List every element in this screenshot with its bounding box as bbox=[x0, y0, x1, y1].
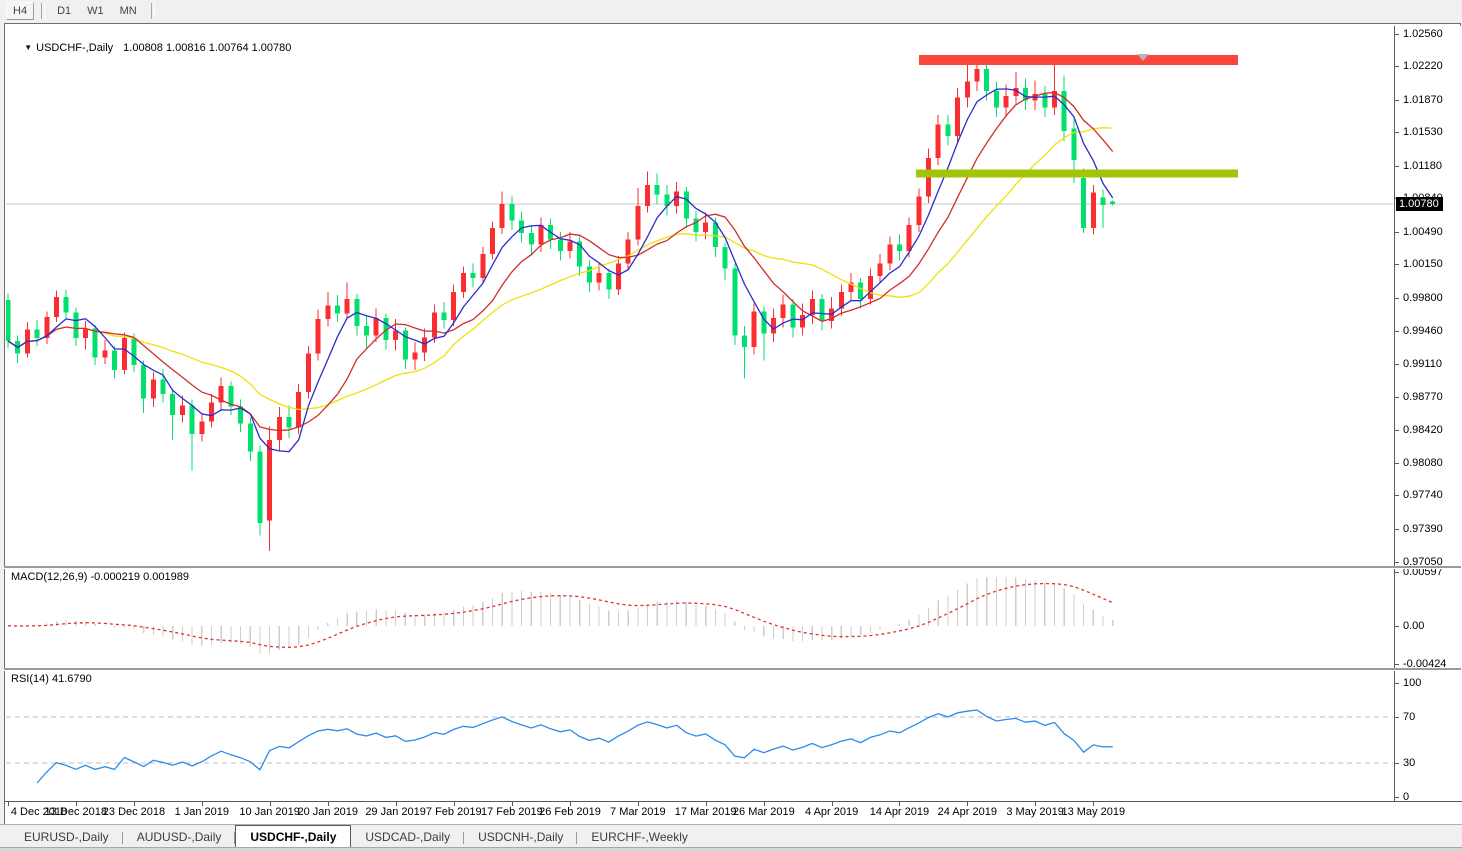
date-axis-label: 24 Apr 2019 bbox=[937, 806, 997, 818]
date-axis-label: 26 Feb 2019 bbox=[539, 806, 601, 818]
price-axis-label: 0.98420 bbox=[1403, 424, 1443, 437]
axis-tick-mark bbox=[1395, 330, 1399, 332]
price-axis-label: 1.00490 bbox=[1403, 225, 1443, 238]
timeframe-button-w1[interactable]: W1 bbox=[87, 5, 104, 17]
price-axis[interactable]: 1.025601.022201.018701.015301.011801.008… bbox=[1394, 26, 1462, 803]
date-axis-label: 20 Jan 2019 bbox=[297, 806, 359, 818]
date-axis-label: 13 May 2019 bbox=[1061, 806, 1126, 818]
rsi-axis-label: 30 bbox=[1403, 756, 1416, 769]
macd-label: MACD(12,26,9) -0.000219 0.001989 bbox=[11, 571, 189, 583]
rsi-axis-label: 100 bbox=[1403, 677, 1422, 689]
timeframe-button-d1[interactable]: D1 bbox=[57, 5, 72, 17]
axis-tick-mark bbox=[1395, 528, 1399, 530]
price-axis-label: 1.02560 bbox=[1403, 27, 1443, 40]
current-price-tag: 1.00780 bbox=[1396, 197, 1443, 212]
rsi-label: RSI(14) 41.6790 bbox=[11, 673, 92, 685]
date-axis-label: 29 Jan 2019 bbox=[365, 806, 426, 818]
toolbar-separator bbox=[41, 3, 46, 19]
date-axis-label: 17 Feb 2019 bbox=[480, 806, 543, 818]
axis-tick-mark bbox=[1395, 717, 1399, 719]
date-axis-label: 26 Mar 2019 bbox=[732, 806, 795, 818]
price-axis-label: 1.01180 bbox=[1403, 159, 1442, 172]
price-axis-label: 1.02220 bbox=[1403, 60, 1443, 73]
date-axis-label: 10 Jan 2019 bbox=[239, 806, 300, 818]
tab-usdcnh-daily[interactable]: USDCNH-,Daily bbox=[464, 827, 578, 847]
tab-eurusd-daily[interactable]: EURUSD-,Daily bbox=[10, 827, 123, 847]
chart-symbol-label: USDCHF-,Daily bbox=[36, 42, 114, 54]
bottom-scrollbar-strip[interactable] bbox=[0, 847, 1462, 852]
axis-tick-mark bbox=[1395, 797, 1399, 798]
pane-splitter[interactable] bbox=[4, 668, 1461, 671]
date-axis-label: 3 May 2019 bbox=[1006, 806, 1064, 818]
axis-tick-mark bbox=[1395, 33, 1399, 35]
price-axis-label: 1.01530 bbox=[1403, 126, 1443, 139]
price-axis-label: 1.01870 bbox=[1403, 93, 1443, 106]
date-axis[interactable]: 4 Dec 2018 13 Dec 2018 23 Dec 2018 1 Jan 20… bbox=[5, 801, 1462, 825]
price-axis-label: 0.99110 bbox=[1403, 358, 1442, 371]
price-axis-label: 0.98080 bbox=[1403, 456, 1443, 469]
date-axis-label: 7 Mar 2019 bbox=[610, 806, 666, 818]
date-axis-label: 4 Apr 2019 bbox=[805, 806, 859, 818]
axis-tick-mark bbox=[1395, 572, 1399, 573]
price-axis-label: 0.97740 bbox=[1403, 489, 1443, 502]
axis-tick-mark bbox=[1395, 430, 1399, 432]
axis-tick-mark bbox=[1395, 625, 1399, 627]
axis-tick-mark bbox=[1395, 683, 1399, 684]
axis-tick-mark bbox=[1395, 66, 1399, 68]
timeframe-toolbar: H4 D1 W1 MN bbox=[0, 0, 1462, 22]
axis-tick-mark bbox=[1395, 231, 1399, 233]
date-axis-label: 13 Dec 2018 bbox=[44, 806, 108, 818]
price-axis-label: 1.00150 bbox=[1403, 258, 1443, 271]
date-axis-label: 17 Mar 2019 bbox=[674, 806, 737, 818]
axis-tick-mark bbox=[1395, 99, 1399, 101]
axis-tick-mark bbox=[1395, 165, 1399, 167]
axis-tick-mark bbox=[1395, 396, 1399, 398]
macd-axis-label: 0.00 bbox=[1403, 619, 1425, 632]
axis-tick-mark bbox=[1395, 495, 1399, 497]
date-tick-mark bbox=[8, 802, 9, 806]
chart-ohlc-values: 1.00808 1.00816 1.00764 1.00780 bbox=[123, 42, 292, 54]
price-axis-label: 0.99800 bbox=[1403, 291, 1443, 304]
axis-tick-mark bbox=[1395, 462, 1399, 464]
toolbar-separator bbox=[150, 3, 155, 19]
date-axis-label: 7 Feb 2019 bbox=[425, 806, 482, 818]
macd-indicator-pane[interactable]: MACD(12,26,9) -0.000219 0.001989 bbox=[6, 568, 1393, 668]
timeframe-button-h4[interactable]: H4 bbox=[6, 2, 35, 20]
chevron-down-icon[interactable]: ▼ bbox=[24, 43, 33, 52]
date-axis-label: 14 Apr 2019 bbox=[869, 806, 930, 818]
axis-tick-mark bbox=[1395, 364, 1399, 366]
rsi-indicator-pane[interactable]: RSI(14) 41.6790 bbox=[6, 670, 1393, 801]
date-axis-label: 23 Dec 2018 bbox=[102, 806, 166, 818]
axis-tick-mark bbox=[1395, 561, 1399, 563]
chart-title: ▼ USDCHF-,Daily 1.00808 1.00816 1.00764 1.… bbox=[12, 30, 291, 66]
tab-usdchf-daily[interactable]: USDCHF-,Daily bbox=[235, 825, 352, 847]
rsi-axis-label: 70 bbox=[1403, 711, 1416, 724]
tab-audusd-daily[interactable]: AUDUSD-,Daily bbox=[123, 827, 236, 847]
chart-tab-bar: EURUSD-,Daily AUDUSD-,Daily USDCHF-,Dail… bbox=[0, 824, 1462, 847]
tab-usdcad-daily[interactable]: USDCAD-,Daily bbox=[351, 827, 464, 847]
axis-tick-mark bbox=[1395, 264, 1399, 266]
chart-shift-triangle-icon[interactable] bbox=[1137, 54, 1149, 61]
price-axis-label: 0.98770 bbox=[1403, 390, 1443, 403]
pane-splitter[interactable] bbox=[4, 566, 1461, 569]
axis-tick-mark bbox=[1395, 664, 1399, 665]
price-axis-label: 0.99460 bbox=[1403, 324, 1443, 337]
axis-tick-mark bbox=[1395, 132, 1399, 134]
price-chart-pane[interactable]: ▼ USDCHF-,Daily 1.00808 1.00816 1.00764 1.… bbox=[6, 26, 1393, 566]
timeframe-button-mn[interactable]: MN bbox=[119, 5, 137, 17]
price-axis-label: 0.97390 bbox=[1403, 522, 1443, 535]
date-axis-label: 1 Jan 2019 bbox=[174, 806, 230, 818]
axis-tick-mark bbox=[1395, 297, 1399, 299]
tab-eurchf-weekly[interactable]: EURCHF-,Weekly bbox=[591, 830, 688, 844]
axis-tick-mark bbox=[1395, 762, 1399, 764]
